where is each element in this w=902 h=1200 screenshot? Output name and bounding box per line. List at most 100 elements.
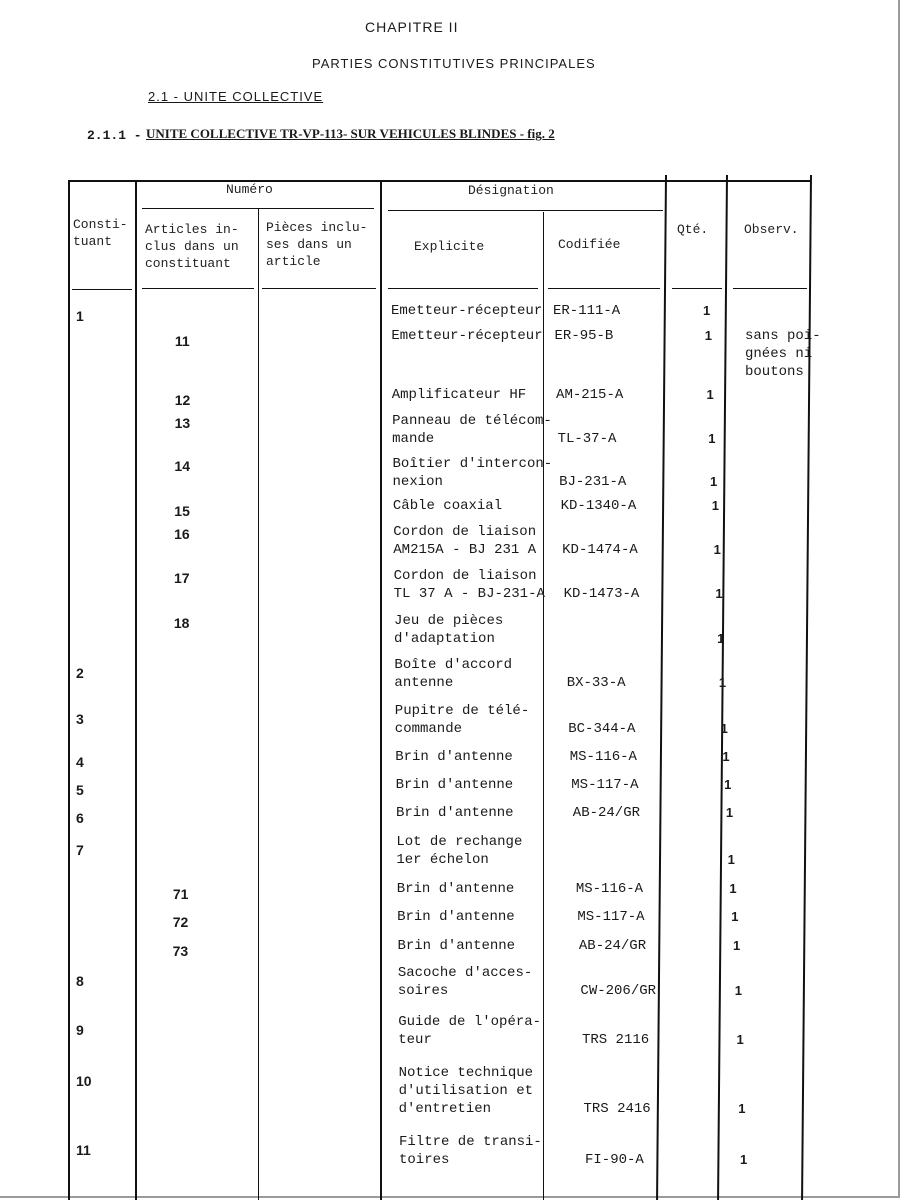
cell-explicite: Boîtier d'intercon- nexion xyxy=(392,456,553,490)
section-title: PARTIES CONSTITUTIVES PRINCIPALES xyxy=(312,56,596,71)
cell-qte: 1 xyxy=(725,805,734,820)
cell-article: 11 xyxy=(174,333,190,349)
cell-constituant: 11 xyxy=(76,1142,91,1158)
cell-qte: 1 xyxy=(736,1032,744,1047)
cell-explicite: Amplificateur HF xyxy=(391,387,527,403)
cell-qte: 1 xyxy=(711,498,720,513)
header-pieces: Pièces inclu- ses dans un article xyxy=(266,220,368,269)
cell-constituant: 8 xyxy=(76,973,84,989)
subsection-title: 2.1 - UNITE COLLECTIVE xyxy=(148,89,324,104)
cell-constituant: 1 xyxy=(76,308,84,324)
cell-codifiee: ER-111-A xyxy=(553,303,621,319)
cell-article: 73 xyxy=(172,943,189,959)
cell-codifiee: TRS 2416 xyxy=(583,1101,651,1117)
cell-qte: 1 xyxy=(718,675,727,690)
cell-codifiee: MS-117-A xyxy=(577,909,645,925)
cell-article: 16 xyxy=(174,526,190,542)
cell-codifiee: BJ-231-A xyxy=(559,474,627,490)
header-codifiee: Codifiée xyxy=(558,237,621,252)
subsubsection-title: UNITE COLLECTIVE TR-VP-113- SUR VEHICULE… xyxy=(146,126,555,141)
cell-explicite: Brin d'antenne xyxy=(397,909,515,925)
cell-codifiee: BX-33-A xyxy=(566,675,626,691)
header-bottom-line xyxy=(72,289,132,290)
cell-codifiee: ER-95-B xyxy=(554,328,614,344)
cell-codifiee: MS-117-A xyxy=(571,777,639,793)
header-bottom-line xyxy=(262,288,376,289)
cell-codifiee: TRS 2116 xyxy=(581,1032,650,1048)
cell-qte: 1 xyxy=(708,431,716,446)
cell-constituant: 4 xyxy=(76,754,84,770)
cell-explicite: Brin d'antenne xyxy=(396,881,515,897)
column-divider xyxy=(135,180,137,1200)
cell-qte: 1 xyxy=(720,721,728,736)
cell-explicite: Cordon de liaison TL 37 A - BJ-231-A xyxy=(393,568,545,602)
cell-article: 14 xyxy=(174,458,190,474)
table-top-border xyxy=(68,180,810,182)
cell-qte: 1 xyxy=(722,749,730,764)
cell-codifiee: TL-37-A xyxy=(557,431,617,447)
cell-explicite: Jeu de pièces d'adaptation xyxy=(394,613,504,647)
cell-explicite: Brin d'antenne xyxy=(395,777,514,793)
cell-explicite: Câble coaxial xyxy=(392,498,503,514)
cell-codifiee: AB-24/GR xyxy=(572,805,641,821)
cell-qte: 1 xyxy=(740,1152,748,1167)
cell-constituant: 5 xyxy=(76,782,84,798)
cell-explicite: Brin d'antenne xyxy=(395,749,513,765)
cell-codifiee: MS-116-A xyxy=(569,749,637,765)
cell-constituant: 7 xyxy=(76,842,84,858)
cell-explicite: Boîte d'accord antenne xyxy=(394,657,513,691)
cell-qte: 1 xyxy=(703,303,711,318)
cell-article: 72 xyxy=(172,914,189,930)
cell-explicite: Panneau de télécom- mande xyxy=(392,413,552,447)
header-designation: Désignation xyxy=(468,183,554,198)
header-observ: Observ. xyxy=(744,222,799,237)
cell-qte: 1 xyxy=(717,631,725,646)
cell-explicite: Guide de l'opéra- teur xyxy=(398,1014,542,1048)
header-bottom-line xyxy=(388,288,538,289)
cell-qte: 1 xyxy=(732,938,741,953)
cell-constituant: 6 xyxy=(76,810,84,826)
column-divider xyxy=(258,208,259,1200)
cell-article: 13 xyxy=(174,415,191,431)
cell-codifiee: KD-1340-A xyxy=(560,498,637,514)
header-bottom-line xyxy=(142,288,254,289)
header-explicite: Explicite xyxy=(414,239,485,254)
cell-qte: 1 xyxy=(727,852,735,867)
cell-qte: 1 xyxy=(731,909,739,924)
cell-codifiee: BC-344-A xyxy=(568,721,636,737)
cell-codifiee: KD-1473-A xyxy=(563,586,640,602)
cell-explicite: Filtre de transi- toires xyxy=(399,1134,542,1168)
cell-qte: 1 xyxy=(706,387,714,402)
cell-article: 17 xyxy=(174,570,190,586)
subsubsection-number: 2.1.1 - xyxy=(87,128,142,143)
cell-qte: 1 xyxy=(713,542,721,557)
cell-codifiee: AM-215-A xyxy=(556,387,624,403)
header-divider xyxy=(388,210,663,211)
cell-qte: 1 xyxy=(704,328,712,343)
header-bottom-line xyxy=(672,288,722,289)
cell-explicite: Emetteur-récepteur xyxy=(391,303,543,319)
header-bottom-line xyxy=(733,288,807,289)
column-divider xyxy=(380,180,382,1200)
cell-explicite: Lot de rechange 1er échelon xyxy=(396,834,523,868)
cell-explicite: Pupitre de télé- commande xyxy=(394,703,530,737)
cell-codifiee: AB-24/GR xyxy=(578,938,647,954)
cell-constituant: 3 xyxy=(76,711,84,727)
cell-article: 15 xyxy=(174,503,190,519)
cell-codifiee: MS-116-A xyxy=(575,881,644,897)
cell-article: 18 xyxy=(173,615,190,631)
cell-codifiee: KD-1474-A xyxy=(562,542,638,558)
cell-article: 71 xyxy=(172,886,189,902)
cell-qte: 1 xyxy=(724,777,732,792)
cell-explicite: Cordon de liaison AM215A - BJ 231 A xyxy=(393,524,537,558)
cell-constituant: 2 xyxy=(76,665,84,681)
cell-explicite: Brin d'antenne xyxy=(397,938,516,954)
header-constituant: Consti- tuant xyxy=(73,217,128,249)
cell-observ: sans poi- gnées ni boutons xyxy=(745,328,821,380)
header-divider xyxy=(142,208,374,209)
cell-qte: 1 xyxy=(734,983,742,998)
cell-article: 12 xyxy=(174,392,191,408)
header-numero: Numéro xyxy=(226,182,273,197)
cell-qte: 1 xyxy=(738,1101,746,1116)
